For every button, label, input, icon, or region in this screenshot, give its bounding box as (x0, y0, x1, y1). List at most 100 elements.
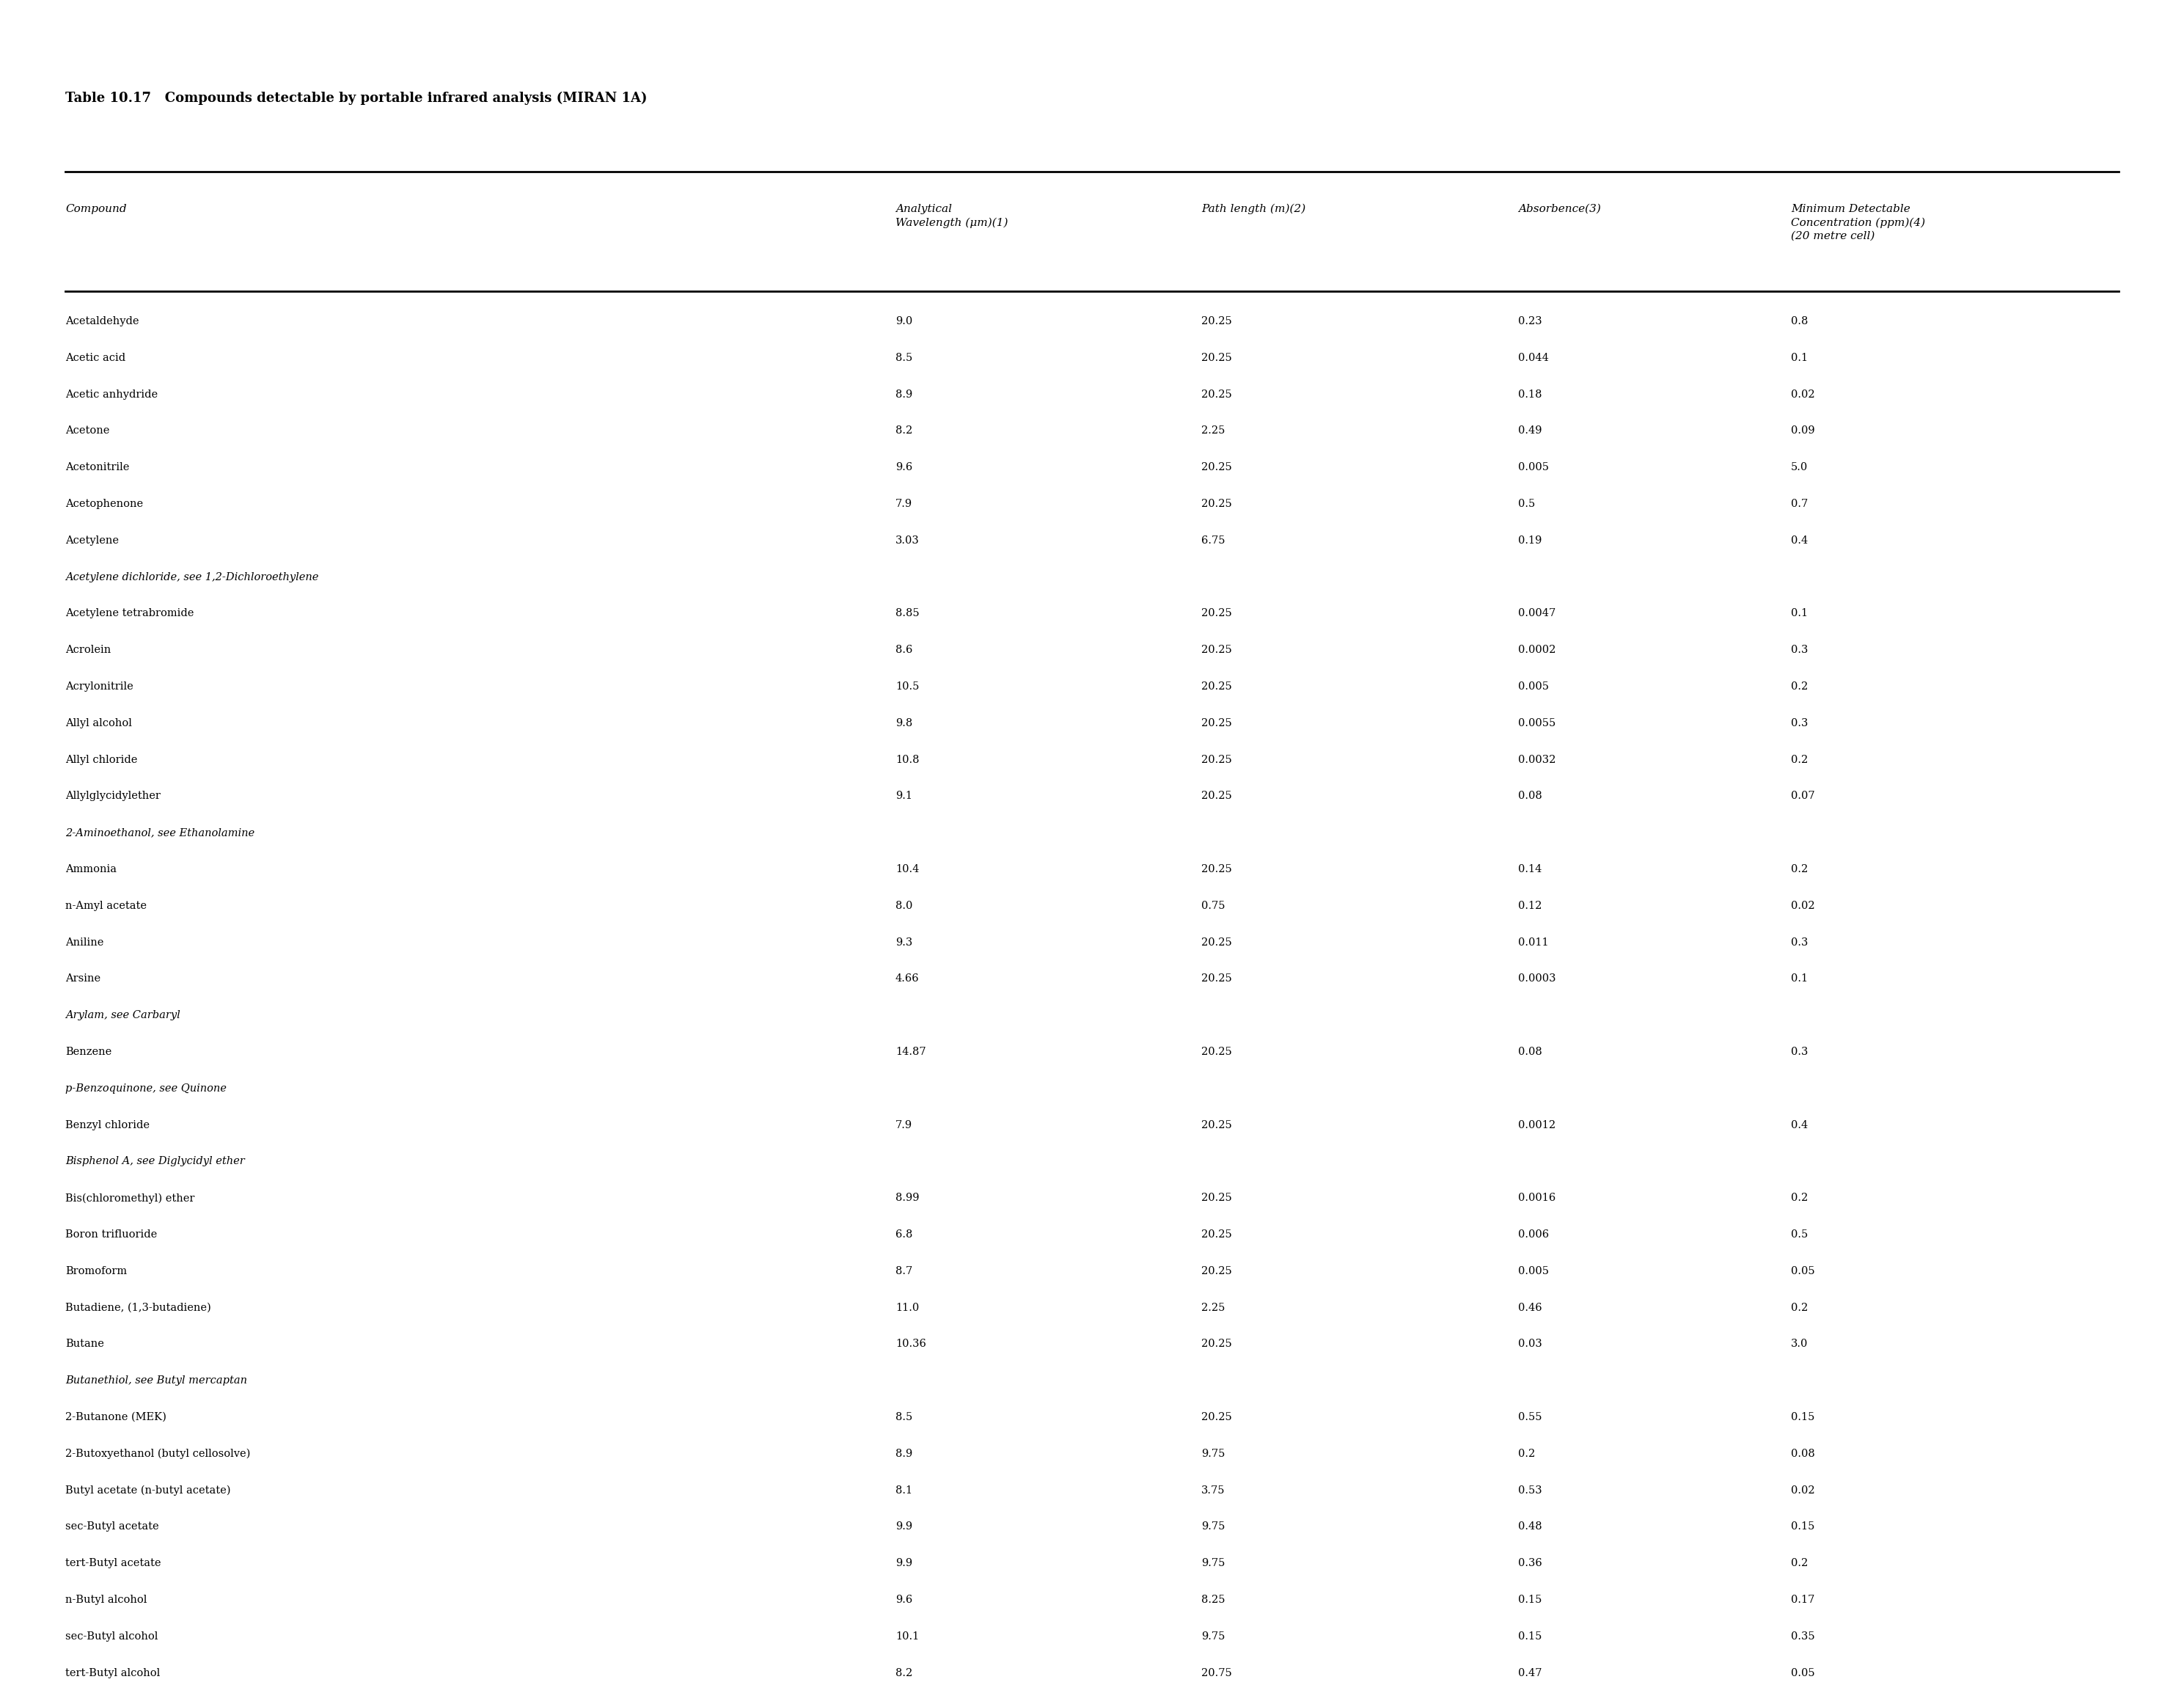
Text: 8.1: 8.1 (895, 1485, 913, 1495)
Text: Boron trifluoride: Boron trifluoride (66, 1229, 157, 1239)
Text: 2.25: 2.25 (1201, 1302, 1225, 1312)
Text: 0.48: 0.48 (1518, 1522, 1542, 1532)
Text: 0.05: 0.05 (1791, 1668, 1815, 1678)
Text: 10.5: 10.5 (895, 682, 919, 692)
Text: 0.15: 0.15 (1518, 1632, 1542, 1642)
Text: sec-Butyl acetate: sec-Butyl acetate (66, 1522, 159, 1532)
Text: 20.75: 20.75 (1201, 1668, 1232, 1678)
Text: Acetylene dichloride, see 1,2-Dichloroethylene: Acetylene dichloride, see 1,2-Dichloroet… (66, 572, 319, 582)
Text: 9.9: 9.9 (895, 1522, 913, 1532)
Text: 8.9: 8.9 (895, 389, 913, 400)
Text: 8.5: 8.5 (895, 1412, 913, 1422)
Text: 8.85: 8.85 (895, 608, 919, 618)
Text: 0.1: 0.1 (1791, 352, 1808, 362)
Text: 9.75: 9.75 (1201, 1522, 1225, 1532)
Text: 0.23: 0.23 (1518, 317, 1542, 327)
Text: Benzyl chloride: Benzyl chloride (66, 1119, 151, 1131)
Text: Compound: Compound (66, 203, 127, 213)
Text: 0.011: 0.011 (1518, 938, 1548, 948)
Text: 9.8: 9.8 (895, 718, 913, 728)
Text: Butyl acetate (n-butyl acetate): Butyl acetate (n-butyl acetate) (66, 1485, 232, 1495)
Text: 20.25: 20.25 (1201, 938, 1232, 948)
Text: 20.25: 20.25 (1201, 462, 1232, 472)
Text: 8.2: 8.2 (895, 425, 913, 437)
Text: 3.03: 3.03 (895, 535, 919, 545)
Text: 10.36: 10.36 (895, 1339, 926, 1349)
Text: 0.1: 0.1 (1791, 608, 1808, 618)
Text: 20.25: 20.25 (1201, 608, 1232, 618)
Text: Acrolein: Acrolein (66, 645, 111, 655)
Text: sec-Butyl alcohol: sec-Butyl alcohol (66, 1632, 157, 1642)
Text: Analytical
Wavelength (μm)(1): Analytical Wavelength (μm)(1) (895, 203, 1009, 229)
Text: 20.25: 20.25 (1201, 1339, 1232, 1349)
Text: 20.25: 20.25 (1201, 645, 1232, 655)
Text: 0.4: 0.4 (1791, 1119, 1808, 1131)
Text: Ammonia: Ammonia (66, 863, 118, 874)
Text: Bis(chloromethyl) ether: Bis(chloromethyl) ether (66, 1194, 194, 1204)
Text: 2-Butanone (MEK): 2-Butanone (MEK) (66, 1412, 166, 1422)
Text: 20.25: 20.25 (1201, 1229, 1232, 1239)
Text: Benzene: Benzene (66, 1046, 111, 1056)
Text: 20.25: 20.25 (1201, 1194, 1232, 1204)
Text: 0.02: 0.02 (1791, 901, 1815, 911)
Text: 0.2: 0.2 (1791, 1558, 1808, 1568)
Text: 9.6: 9.6 (895, 1595, 913, 1605)
Text: 0.19: 0.19 (1518, 535, 1542, 545)
Text: 6.8: 6.8 (895, 1229, 913, 1239)
Text: 0.75: 0.75 (1201, 901, 1225, 911)
Text: 20.25: 20.25 (1201, 1412, 1232, 1422)
Text: 0.08: 0.08 (1518, 791, 1542, 801)
Text: 8.25: 8.25 (1201, 1595, 1225, 1605)
Text: 0.35: 0.35 (1791, 1632, 1815, 1642)
Text: 0.0003: 0.0003 (1518, 973, 1555, 984)
Text: 10.8: 10.8 (895, 755, 919, 765)
Text: 9.75: 9.75 (1201, 1558, 1225, 1568)
Text: 20.25: 20.25 (1201, 1046, 1232, 1056)
Text: p-Benzoquinone, see Quinone: p-Benzoquinone, see Quinone (66, 1084, 227, 1094)
Text: 20.25: 20.25 (1201, 352, 1232, 362)
Text: tert-Butyl alcohol: tert-Butyl alcohol (66, 1668, 159, 1678)
Text: 8.7: 8.7 (895, 1266, 913, 1277)
Text: 9.1: 9.1 (895, 791, 913, 801)
Text: 0.15: 0.15 (1518, 1595, 1542, 1605)
Text: 0.2: 0.2 (1791, 682, 1808, 692)
Text: 20.25: 20.25 (1201, 718, 1232, 728)
Text: Acetonitrile: Acetonitrile (66, 462, 129, 472)
Text: 2.25: 2.25 (1201, 425, 1225, 437)
Text: Arylam, see Carbaryl: Arylam, see Carbaryl (66, 1011, 181, 1021)
Text: 0.02: 0.02 (1791, 1485, 1815, 1495)
Text: Acetaldehyde: Acetaldehyde (66, 317, 140, 327)
Text: 0.005: 0.005 (1518, 462, 1548, 472)
Text: 10.4: 10.4 (895, 863, 919, 874)
Text: Aniline: Aniline (66, 938, 105, 948)
Text: 8.2: 8.2 (895, 1668, 913, 1678)
Text: Table 10.17   Compounds detectable by portable infrared analysis (MIRAN 1A): Table 10.17 Compounds detectable by port… (66, 91, 646, 105)
Text: 0.08: 0.08 (1518, 1046, 1542, 1056)
Text: 8.5: 8.5 (895, 352, 913, 362)
Text: 9.9: 9.9 (895, 1558, 913, 1568)
Text: Absorbence(3): Absorbence(3) (1518, 203, 1601, 213)
Text: Butadiene, (1,3-butadiene): Butadiene, (1,3-butadiene) (66, 1302, 212, 1312)
Text: Acetylene tetrabromide: Acetylene tetrabromide (66, 608, 194, 618)
Text: 0.0047: 0.0047 (1518, 608, 1555, 618)
Text: 20.25: 20.25 (1201, 682, 1232, 692)
Text: 2-Butoxyethanol (butyl cellosolve): 2-Butoxyethanol (butyl cellosolve) (66, 1449, 251, 1459)
Text: n-Butyl alcohol: n-Butyl alcohol (66, 1595, 146, 1605)
Text: 0.0002: 0.0002 (1518, 645, 1555, 655)
Text: Arsine: Arsine (66, 973, 100, 984)
Text: 20.25: 20.25 (1201, 973, 1232, 984)
Text: 20.25: 20.25 (1201, 499, 1232, 510)
Text: 0.08: 0.08 (1791, 1449, 1815, 1459)
Text: 0.044: 0.044 (1518, 352, 1548, 362)
Text: Allyl chloride: Allyl chloride (66, 755, 138, 765)
Text: 20.25: 20.25 (1201, 1266, 1232, 1277)
Text: 0.2: 0.2 (1791, 1194, 1808, 1204)
Text: Butanethiol, see Butyl mercaptan: Butanethiol, see Butyl mercaptan (66, 1375, 247, 1387)
Text: 8.9: 8.9 (895, 1449, 913, 1459)
Text: 0.36: 0.36 (1518, 1558, 1542, 1568)
Text: 3.75: 3.75 (1201, 1485, 1225, 1495)
Text: 6.75: 6.75 (1201, 535, 1225, 545)
Text: 0.17: 0.17 (1791, 1595, 1815, 1605)
Text: 0.55: 0.55 (1518, 1412, 1542, 1422)
Text: 0.18: 0.18 (1518, 389, 1542, 400)
